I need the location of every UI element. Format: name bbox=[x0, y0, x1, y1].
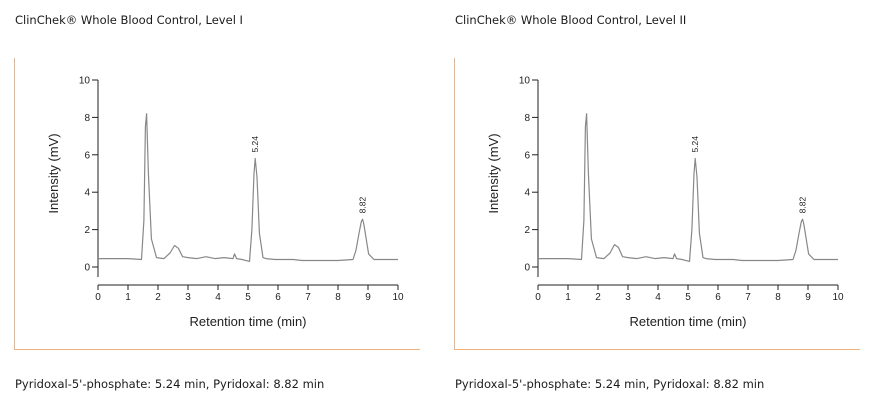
panel-title: ClinChek® Whole Blood Control, Level II bbox=[455, 13, 687, 27]
chart-frame bbox=[454, 58, 860, 350]
x-axis-title: Retention time (min) bbox=[189, 314, 306, 329]
chromatogram-panel-level-1: ClinChek® Whole Blood Control, Level I 0… bbox=[0, 0, 420, 405]
x-tick-label: 7 bbox=[305, 292, 311, 303]
y-axis-title: Intensity (mV) bbox=[46, 133, 61, 213]
x-tick-label: 3 bbox=[625, 292, 631, 303]
x-tick-label: 4 bbox=[655, 292, 661, 303]
retention-caption: Pyridoxal-5'-phosphate: 5.24 min, Pyrido… bbox=[15, 377, 325, 391]
y-tick-label: 0 bbox=[84, 263, 90, 274]
chromatogram-panel-level-2: ClinChek® Whole Blood Control, Level II … bbox=[440, 0, 860, 405]
peak-label: 8.82 bbox=[798, 196, 808, 213]
y-axis-title: Intensity (mV) bbox=[486, 133, 501, 213]
x-tick-label: 6 bbox=[715, 292, 721, 303]
x-tick-label: 6 bbox=[275, 292, 281, 303]
chromatogram-trace bbox=[538, 113, 838, 262]
y-tick-label: 4 bbox=[84, 188, 90, 199]
x-tick-label: 1 bbox=[125, 292, 131, 303]
chart-frame bbox=[14, 58, 420, 350]
x-tick-label: 7 bbox=[745, 292, 751, 303]
x-tick-label: 2 bbox=[595, 292, 601, 303]
y-tick-label: 6 bbox=[524, 150, 530, 161]
x-tick-label: 5 bbox=[245, 292, 251, 303]
panel-title: ClinChek® Whole Blood Control, Level I bbox=[15, 13, 243, 27]
peak-label: 8.82 bbox=[358, 196, 368, 213]
peak-label: 5.24 bbox=[690, 136, 700, 153]
peak-label: 5.24 bbox=[250, 136, 260, 153]
x-tick-label: 8 bbox=[775, 292, 781, 303]
x-tick-label: 0 bbox=[535, 292, 541, 303]
y-tick-label: 2 bbox=[84, 225, 90, 236]
x-tick-label: 9 bbox=[805, 292, 811, 303]
chromatogram-chart: 0 2 4 6 8 10 0 1 2 3 4 5 6 7 8 9 10 Retention time (min) I… bbox=[486, 76, 844, 330]
chromatogram-chart: 0 2 4 6 8 10 0 1 2 3 4 5 6 7 8 9 10 Retention time (min) I… bbox=[46, 76, 404, 330]
x-tick-label: 4 bbox=[215, 292, 221, 303]
x-tick-label: 1 bbox=[565, 292, 571, 303]
retention-caption: Pyridoxal-5'-phosphate: 5.24 min, Pyrido… bbox=[455, 377, 765, 391]
y-tick-label: 4 bbox=[524, 188, 530, 199]
y-tick-label: 2 bbox=[524, 225, 530, 236]
x-tick-label: 0 bbox=[95, 292, 101, 303]
x-tick-label: 8 bbox=[335, 292, 341, 303]
chromatogram-trace bbox=[98, 113, 398, 262]
x-tick-label: 3 bbox=[185, 292, 191, 303]
y-tick-label: 10 bbox=[519, 76, 531, 87]
y-tick-label: 8 bbox=[84, 113, 90, 124]
x-axis-title: Retention time (min) bbox=[629, 314, 746, 329]
x-tick-label: 5 bbox=[685, 292, 691, 303]
y-tick-label: 8 bbox=[524, 113, 530, 124]
y-tick-label: 6 bbox=[84, 150, 90, 161]
x-tick-label: 10 bbox=[832, 292, 844, 303]
x-tick-label: 10 bbox=[392, 292, 404, 303]
y-tick-label: 10 bbox=[79, 76, 91, 87]
x-tick-label: 2 bbox=[155, 292, 161, 303]
y-tick-label: 0 bbox=[524, 263, 530, 274]
x-tick-label: 9 bbox=[365, 292, 371, 303]
